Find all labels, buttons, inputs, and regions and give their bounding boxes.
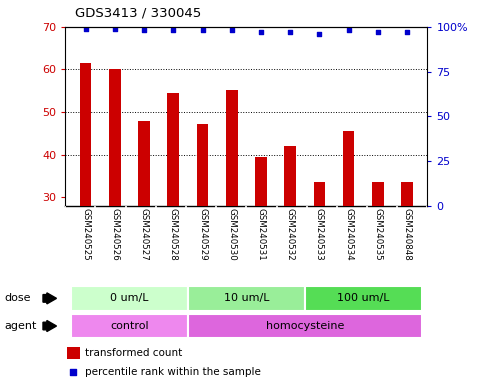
FancyArrow shape [43, 321, 57, 331]
Bar [372, 182, 384, 206]
Point [403, 29, 411, 35]
Text: 10 um/L: 10 um/L [224, 293, 269, 303]
Text: homocysteine: homocysteine [266, 321, 344, 331]
Bar [138, 121, 150, 206]
Text: control: control [110, 321, 149, 331]
Point [82, 26, 89, 32]
Text: dose: dose [5, 293, 31, 303]
Text: GSM240535: GSM240535 [373, 208, 382, 261]
Text: GSM240531: GSM240531 [256, 208, 266, 261]
Text: agent: agent [5, 321, 37, 331]
Text: 0 um/L: 0 um/L [110, 293, 149, 303]
Bar [67, 347, 80, 359]
Text: GSM240533: GSM240533 [315, 208, 324, 261]
Point [199, 27, 206, 33]
FancyArrow shape [43, 293, 57, 304]
Point [345, 27, 353, 33]
Bar [313, 182, 325, 206]
Text: GSM240528: GSM240528 [169, 208, 178, 261]
Text: percentile rank within the sample: percentile rank within the sample [85, 367, 261, 377]
Point [315, 31, 323, 37]
Bar [197, 124, 208, 206]
Text: GDS3413 / 330045: GDS3413 / 330045 [75, 6, 201, 19]
Point [170, 27, 177, 33]
Bar [188, 314, 422, 338]
Text: GSM240526: GSM240526 [111, 208, 119, 261]
Bar [109, 69, 121, 206]
Point [228, 27, 236, 33]
Text: GSM240848: GSM240848 [402, 208, 412, 261]
Point [70, 369, 77, 375]
Text: GSM240532: GSM240532 [285, 208, 295, 261]
Text: GSM240530: GSM240530 [227, 208, 236, 261]
Bar [80, 63, 91, 206]
Text: transformed count: transformed count [85, 348, 183, 358]
Text: GSM240529: GSM240529 [198, 208, 207, 261]
Bar [305, 286, 422, 311]
Bar [168, 93, 179, 206]
Text: GSM240525: GSM240525 [81, 208, 90, 261]
Text: GSM240527: GSM240527 [140, 208, 149, 261]
Text: GSM240534: GSM240534 [344, 208, 353, 261]
Point [257, 29, 265, 35]
Bar [226, 90, 238, 206]
Point [286, 29, 294, 35]
Point [140, 27, 148, 33]
Bar [188, 286, 305, 311]
Bar [71, 286, 188, 311]
Point [374, 29, 382, 35]
Bar [71, 314, 188, 338]
Bar [343, 131, 355, 206]
Bar [255, 157, 267, 206]
Bar [284, 146, 296, 206]
Text: 100 um/L: 100 um/L [337, 293, 389, 303]
Point [111, 26, 119, 32]
Bar [401, 182, 413, 206]
